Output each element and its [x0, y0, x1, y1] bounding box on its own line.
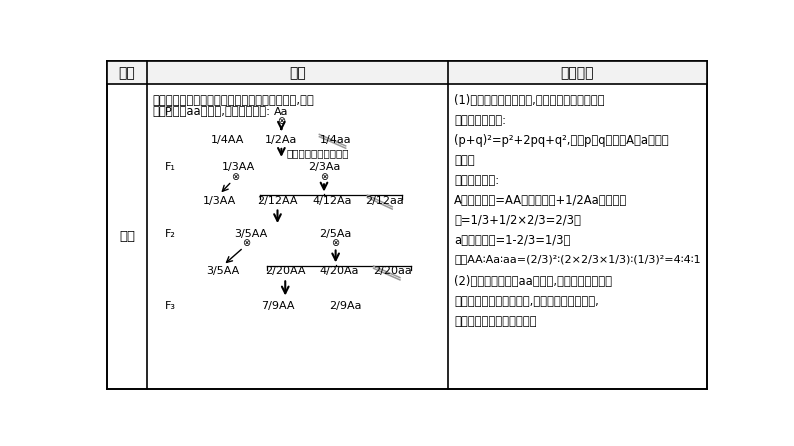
Text: 1/4aa: 1/4aa — [320, 135, 352, 145]
Text: 自交: 自交 — [289, 66, 306, 80]
Text: Aa: Aa — [274, 107, 289, 117]
Text: P: P — [165, 107, 172, 117]
Text: F₃: F₃ — [165, 301, 176, 311]
Text: 子代AA∶Aa∶aa=(2/3)²∶(2×2/3×1/3)∶(1/3)²=4∶4∶1: 子代AA∶Aa∶aa=(2/3)²∶(2×2/3×1/3)∶(1/3)²=4∶4… — [454, 255, 701, 264]
Text: ⊗: ⊗ — [277, 116, 285, 126]
Text: 7/9AA: 7/9AA — [260, 301, 295, 311]
Text: 2/9Aa: 2/9Aa — [330, 301, 362, 311]
Text: 1/3AA: 1/3AA — [222, 162, 256, 173]
Text: 其他: 其他 — [119, 230, 135, 243]
Text: (2)若淘汰基因型为aa的个体,则每一代淘汰完后: (2)若淘汰基因型为aa的个体,则每一代淘汰完后 — [454, 274, 612, 288]
Text: (1)无自然选择等条件下,自由交配还可用遗传平: (1)无自然选择等条件下,自由交配还可用遗传平 — [454, 95, 605, 107]
Text: (p+q)²=p²+2pq+q²,其中p、q分别为A、a的基因: (p+q)²=p²+2pq+q²,其中p、q分别为A、a的基因 — [454, 134, 669, 147]
Text: 率=1/3+1/2×2/3=2/3，: 率=1/3+1/2×2/3=2/3， — [454, 215, 581, 227]
Text: 1/3AA: 1/3AA — [202, 196, 236, 206]
Text: 项目: 项目 — [119, 66, 136, 80]
Text: 再算各基因型的实际占比,进而计算配子的占比,: 再算各基因型的实际占比,进而计算配子的占比, — [454, 294, 599, 308]
Text: 1/4AA: 1/4AA — [210, 135, 244, 145]
Text: 对于上述种群:: 对于上述种群: — [454, 174, 499, 187]
Text: ⊗: ⊗ — [332, 238, 340, 248]
Text: 1/2Aa: 1/2Aa — [265, 135, 298, 145]
Bar — [107, 61, 707, 84]
Text: 4/20Aa: 4/20Aa — [320, 266, 359, 277]
Text: 2/5Aa: 2/5Aa — [319, 229, 352, 239]
Text: F₁: F₁ — [165, 162, 176, 173]
Text: 汰基因型为aa的植株,计算方法如图:: 汰基因型为aa的植株,计算方法如图: — [152, 105, 270, 118]
Text: 3/5AA: 3/5AA — [233, 229, 267, 239]
Text: 自由交配: 自由交配 — [561, 66, 594, 80]
Text: 最后可根据配子法得出结果: 最后可根据配子法得出结果 — [454, 314, 537, 327]
Text: A的基因频率=AA基因型频率+1/2Aa基因型频: A的基因频率=AA基因型频率+1/2Aa基因型频 — [454, 194, 627, 207]
Text: a的基因频率=1-2/3=1/3，: a的基因频率=1-2/3=1/3， — [454, 235, 571, 248]
Text: 淘汰完后再算实际占比: 淘汰完后再算实际占比 — [286, 148, 349, 158]
Text: 2/20aa: 2/20aa — [373, 266, 411, 277]
Text: 在育种过程中常会涉及淘汰某些特定类型的植株,若淘: 在育种过程中常会涉及淘汰某些特定类型的植株,若淘 — [152, 95, 314, 107]
Text: 衡公式进行计算:: 衡公式进行计算: — [454, 114, 507, 128]
Text: 频率。: 频率。 — [454, 154, 475, 167]
Text: F₂: F₂ — [165, 229, 176, 239]
Text: ⊗: ⊗ — [242, 238, 251, 248]
Text: 4/12Aa: 4/12Aa — [312, 196, 352, 206]
Text: 2/12aa: 2/12aa — [365, 196, 404, 206]
Text: ⊗: ⊗ — [231, 172, 239, 182]
Text: 2/12AA: 2/12AA — [257, 196, 298, 206]
Text: 3/5AA: 3/5AA — [206, 266, 240, 277]
Text: 2/20AA: 2/20AA — [265, 266, 306, 277]
Text: 2/3Aa: 2/3Aa — [308, 162, 340, 173]
Text: ⊗: ⊗ — [320, 172, 328, 182]
